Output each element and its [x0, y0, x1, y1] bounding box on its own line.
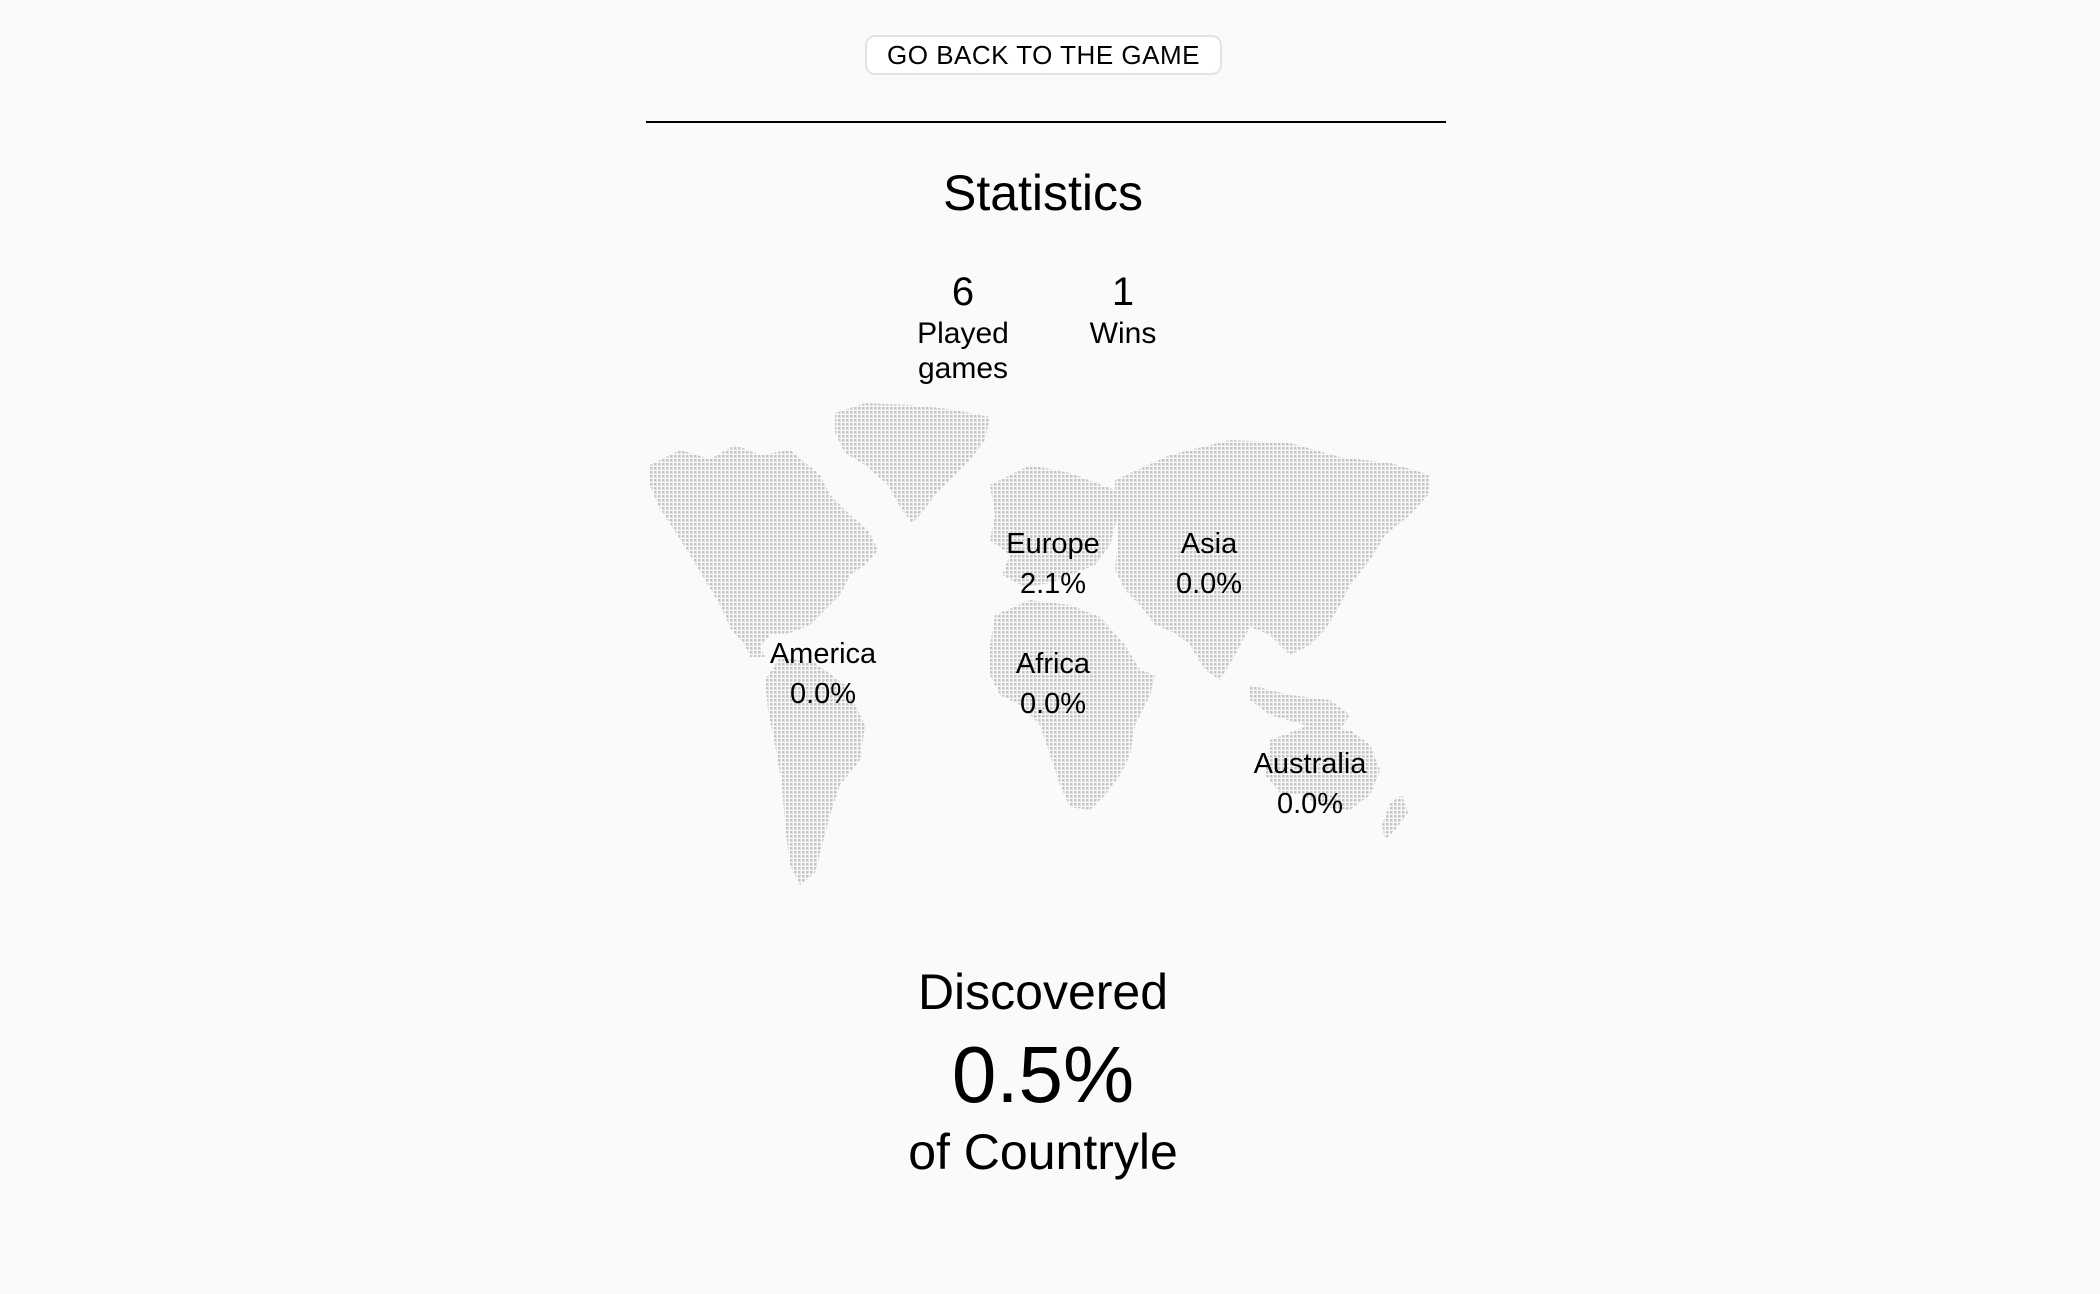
region-name: Europe [1006, 528, 1100, 560]
region-name: America [769, 638, 877, 670]
region-africa: Africa 0.0% [953, 644, 1153, 724]
new-zealand-shape [1382, 795, 1408, 840]
region-australia: Australia 0.0% [1210, 744, 1410, 824]
south-america-shape [765, 657, 865, 885]
region-america: America 0.0% [723, 634, 923, 714]
region-percent: 0.0% [1019, 688, 1087, 720]
discovered-percent: 0.5% [951, 1030, 1135, 1119]
region-percent: 0.0% [789, 678, 857, 710]
go-back-to-game-button[interactable]: GO BACK TO THE GAME [865, 35, 1222, 75]
greenland-shape [835, 403, 990, 523]
europe-shape [990, 465, 1118, 587]
played-games-label-line1: Played [917, 317, 1009, 350]
australia-shape [1265, 725, 1380, 810]
discovered-suffix: of Countryle [908, 1124, 1178, 1180]
asia-shape [1115, 440, 1430, 680]
southeast-asia-shape [1250, 685, 1350, 730]
region-asia: Asia 0.0% [1109, 524, 1309, 604]
region-europe: Europe 2.1% [953, 524, 1153, 604]
world-map [650, 403, 1430, 885]
statistics-title: Statistics [942, 165, 1144, 221]
region-percent: 0.0% [1276, 788, 1344, 820]
discovered-title: Discovered [917, 964, 1169, 1020]
north-america-shape [650, 445, 878, 657]
region-name: Australia [1253, 748, 1367, 780]
wins-label: Wins [1089, 317, 1157, 350]
region-name: Africa [1015, 648, 1091, 680]
divider [646, 121, 1446, 123]
played-games-count: 6 [951, 270, 975, 314]
played-games-label-line2: games [917, 352, 1009, 385]
played-games-stat: 6 Played games [883, 270, 1043, 386]
region-percent: 2.1% [1019, 568, 1087, 600]
region-percent: 0.0% [1175, 568, 1243, 600]
wins-count: 1 [1111, 270, 1135, 314]
region-name: Asia [1180, 528, 1238, 560]
wins-stat: 1 Wins [1043, 270, 1203, 351]
africa-shape [990, 600, 1155, 810]
